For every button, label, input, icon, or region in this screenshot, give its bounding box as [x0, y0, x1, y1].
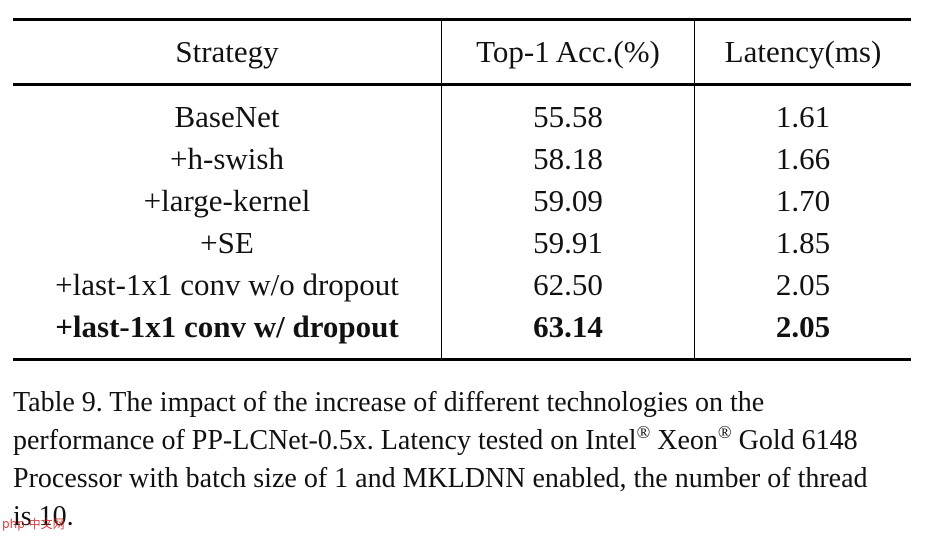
caption-text-3: Gold 6148 Processor with batch size of 1… — [13, 425, 868, 532]
table-row: +last-1x1 conv w/o dropout 62.50 2.05 — [13, 264, 911, 306]
table-row: BaseNet 55.58 1.61 — [13, 84, 911, 138]
watermark: php 中文网 — [2, 517, 65, 531]
cell-accuracy: 59.09 — [441, 180, 695, 222]
cell-latency: 1.70 — [775, 183, 831, 218]
header-accuracy: Top-1 Acc.(%) — [441, 19, 695, 85]
table-caption: Table 9. The impact of the increase of d… — [13, 384, 893, 536]
header-latency: Latency(ms) — [724, 34, 882, 69]
cell-strategy: +h-swish — [13, 138, 442, 180]
cell-accuracy: 59.91 — [441, 222, 695, 264]
cell-accuracy: 62.50 — [441, 264, 695, 306]
results-table-container: Strategy Top-1 Acc.(%) Latency(ms) BaseN… — [13, 18, 911, 361]
caption-text-2: Xeon — [650, 425, 718, 456]
header-row: Strategy Top-1 Acc.(%) Latency(ms) — [13, 19, 911, 85]
caption-text-1: Table 9. The impact of the increase of d… — [13, 387, 765, 456]
cell-latency: 1.66 — [775, 141, 831, 176]
table-body: BaseNet 55.58 1.61 +h-swish 58.18 1.66 +… — [13, 84, 911, 360]
cell-latency: 2.05 — [775, 267, 831, 302]
table-row: +large-kernel 59.09 1.70 — [13, 180, 911, 222]
cell-strategy: +SE — [13, 222, 442, 264]
cell-accuracy: 55.58 — [441, 84, 695, 138]
cell-strategy: +last-1x1 conv w/ dropout — [13, 306, 442, 360]
results-table: Strategy Top-1 Acc.(%) Latency(ms) BaseN… — [13, 18, 911, 361]
table-row-best: +last-1x1 conv w/ dropout 63.14 2.05 — [13, 306, 911, 360]
cell-accuracy: 58.18 — [441, 138, 695, 180]
cell-latency: 2.05 — [775, 309, 831, 344]
cell-strategy: +last-1x1 conv w/o dropout — [13, 264, 442, 306]
registered-mark: ® — [717, 422, 732, 442]
table-row: +SE 59.91 1.85 — [13, 222, 911, 264]
cell-latency: 1.61 — [775, 99, 831, 134]
cell-strategy: BaseNet — [13, 84, 442, 138]
cell-latency: 1.85 — [775, 225, 831, 260]
cell-accuracy: 63.14 — [441, 306, 695, 360]
table-row: +h-swish 58.18 1.66 — [13, 138, 911, 180]
registered-mark: ® — [636, 422, 651, 442]
header-strategy: Strategy — [13, 19, 442, 85]
cell-strategy: +large-kernel — [13, 180, 442, 222]
table-header: Strategy Top-1 Acc.(%) Latency(ms) — [13, 19, 911, 85]
